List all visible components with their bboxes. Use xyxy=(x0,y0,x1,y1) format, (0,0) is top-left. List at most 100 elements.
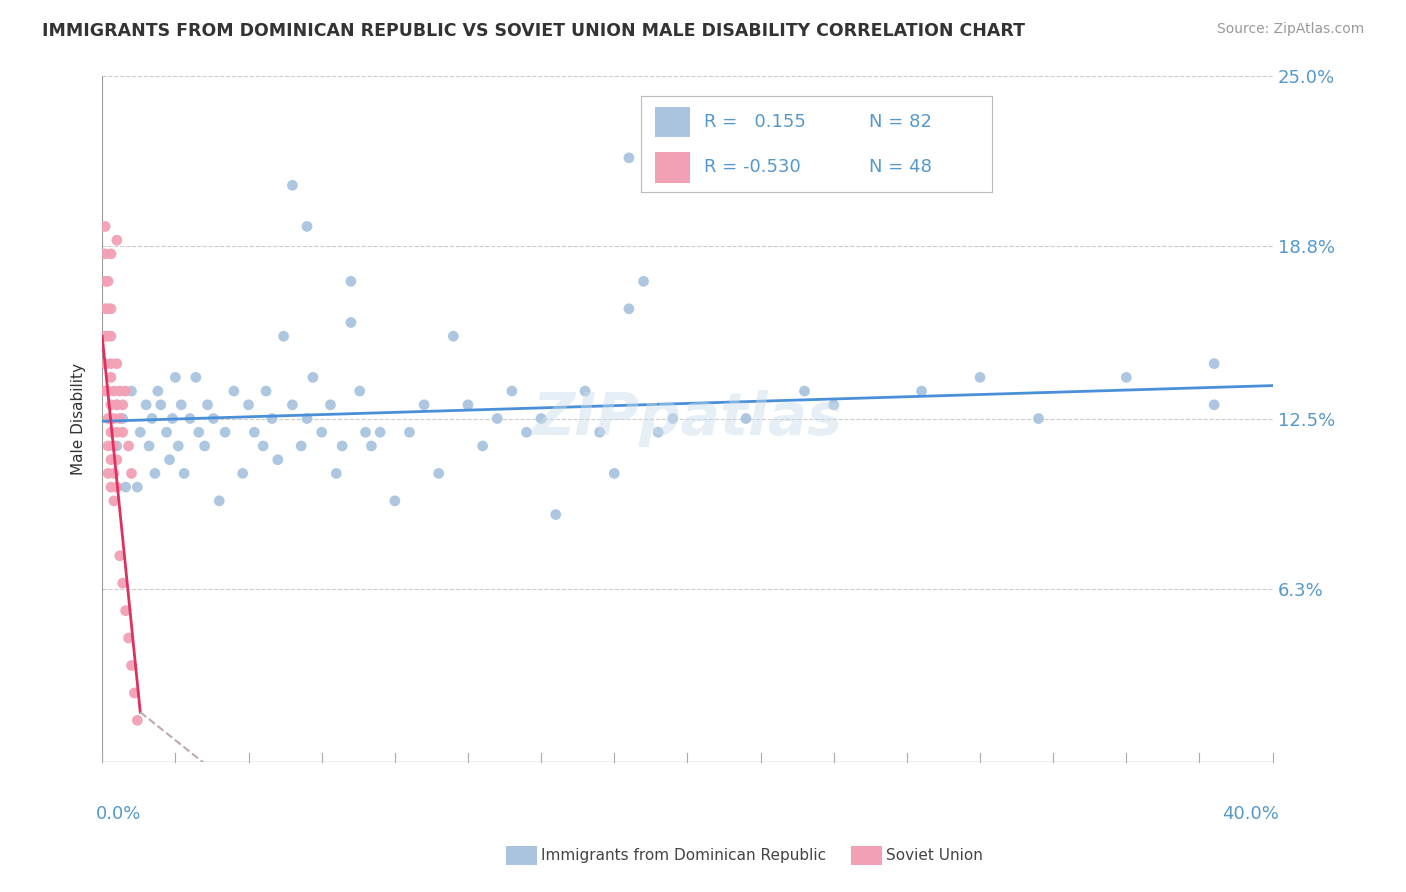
Point xyxy=(319,398,342,412)
Point xyxy=(325,467,347,481)
Point xyxy=(384,493,406,508)
Text: Source: ZipAtlas.com: Source: ZipAtlas.com xyxy=(1216,22,1364,37)
Point xyxy=(197,398,219,412)
Point xyxy=(127,714,149,728)
Point xyxy=(117,631,139,645)
Point xyxy=(281,178,304,193)
Point xyxy=(184,370,207,384)
Point xyxy=(111,411,134,425)
Point xyxy=(295,219,318,234)
Point xyxy=(100,301,122,316)
Point xyxy=(103,467,125,481)
Point xyxy=(910,384,932,398)
Point xyxy=(544,508,567,522)
Point xyxy=(441,329,464,343)
Point xyxy=(94,274,117,288)
Point xyxy=(114,384,136,398)
Point xyxy=(94,301,117,316)
Point xyxy=(111,576,134,591)
Point xyxy=(121,384,143,398)
Point xyxy=(138,439,160,453)
Point xyxy=(214,425,236,440)
Point xyxy=(735,411,758,425)
Point xyxy=(617,301,640,316)
Point xyxy=(103,411,125,425)
Text: Soviet Union: Soviet Union xyxy=(886,848,983,863)
Text: 40.0%: 40.0% xyxy=(1222,805,1278,823)
Point xyxy=(127,480,149,494)
Point xyxy=(232,467,254,481)
Point xyxy=(167,439,190,453)
Point xyxy=(105,233,128,247)
Text: Immigrants from Dominican Republic: Immigrants from Dominican Republic xyxy=(541,848,827,863)
Point xyxy=(427,467,450,481)
Point xyxy=(111,425,134,440)
Point xyxy=(1204,398,1226,412)
Point xyxy=(574,384,596,398)
Point xyxy=(97,439,120,453)
Point xyxy=(295,411,318,425)
Point xyxy=(471,439,494,453)
Point xyxy=(793,384,815,398)
Point xyxy=(155,425,177,440)
Point xyxy=(194,439,217,453)
Point xyxy=(823,398,845,412)
Point xyxy=(105,452,128,467)
Point xyxy=(100,370,122,384)
Point xyxy=(100,247,122,261)
Point xyxy=(149,398,172,412)
Point xyxy=(222,384,245,398)
Point xyxy=(515,425,537,440)
Point xyxy=(97,301,120,316)
Point xyxy=(238,398,260,412)
Point xyxy=(124,686,146,700)
Point xyxy=(603,467,626,481)
Point xyxy=(111,398,134,412)
Point xyxy=(105,357,128,371)
Point xyxy=(97,384,120,398)
Point xyxy=(179,411,201,425)
Point xyxy=(108,549,131,563)
Point xyxy=(97,411,120,425)
Point xyxy=(457,398,479,412)
Point xyxy=(354,425,377,440)
Point xyxy=(100,398,122,412)
Point xyxy=(97,274,120,288)
Point xyxy=(135,398,157,412)
Point xyxy=(94,329,117,343)
Point xyxy=(105,425,128,440)
Point xyxy=(97,467,120,481)
Point xyxy=(349,384,371,398)
Point xyxy=(100,425,122,440)
Point xyxy=(97,329,120,343)
Point xyxy=(103,493,125,508)
Point xyxy=(633,274,655,288)
Point xyxy=(267,452,290,467)
Point xyxy=(340,274,363,288)
Point xyxy=(360,439,382,453)
Point xyxy=(100,357,122,371)
Point xyxy=(170,398,193,412)
Text: 0.0%: 0.0% xyxy=(97,805,142,823)
Point xyxy=(311,425,333,440)
Point xyxy=(486,411,509,425)
Point xyxy=(100,480,122,494)
Point xyxy=(94,384,117,398)
Point xyxy=(105,439,128,453)
Point xyxy=(146,384,169,398)
Point xyxy=(208,493,231,508)
Point xyxy=(413,398,436,412)
Point xyxy=(108,384,131,398)
Point xyxy=(302,370,325,384)
Point xyxy=(588,425,610,440)
Point xyxy=(1115,370,1137,384)
Point xyxy=(273,329,295,343)
Point xyxy=(398,425,420,440)
Point xyxy=(105,398,128,412)
Point xyxy=(969,370,991,384)
Point xyxy=(141,411,163,425)
Text: IMMIGRANTS FROM DOMINICAN REPUBLIC VS SOVIET UNION MALE DISABILITY CORRELATION C: IMMIGRANTS FROM DOMINICAN REPUBLIC VS SO… xyxy=(42,22,1025,40)
Point xyxy=(281,398,304,412)
Point xyxy=(121,467,143,481)
Point xyxy=(617,151,640,165)
